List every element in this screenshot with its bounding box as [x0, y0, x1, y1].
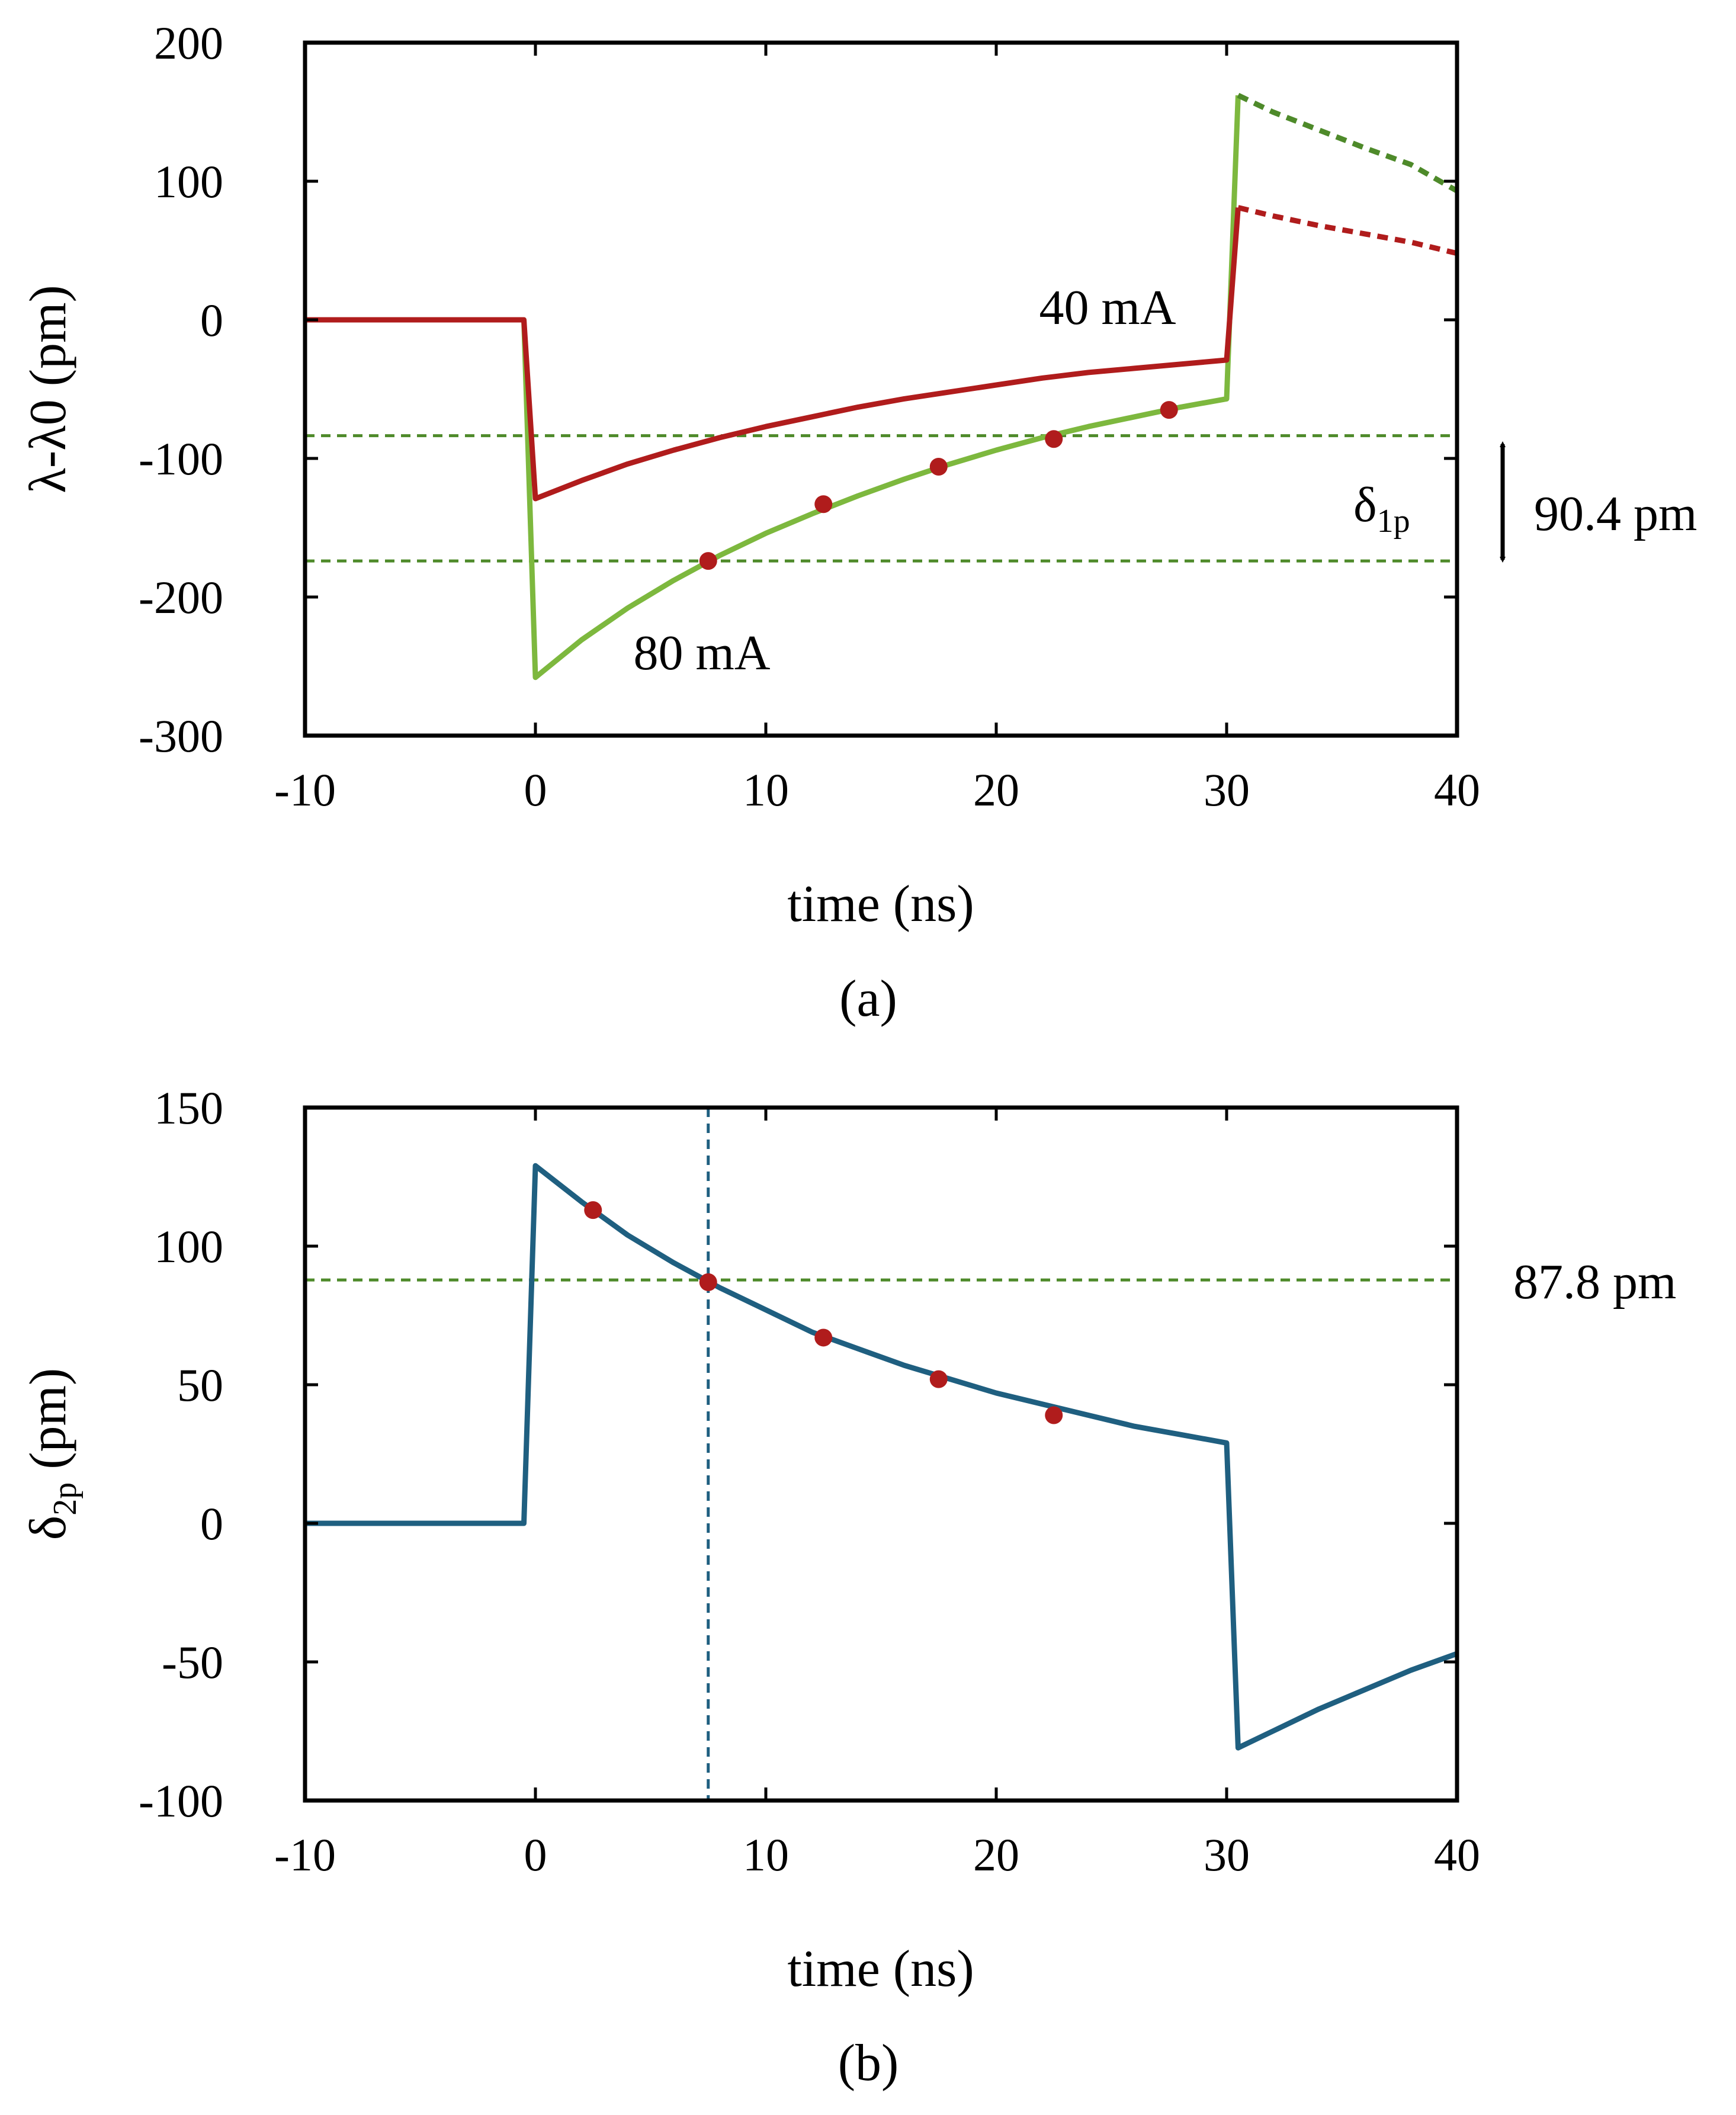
panel-a-y-tick-label: 0 — [200, 294, 223, 346]
panel-a-plot-area — [305, 92, 1459, 681]
panel-a-x-tick-label: 0 — [524, 764, 547, 816]
panel-b-data-point — [584, 1201, 602, 1219]
panel-a-y-tick-label: -300 — [139, 710, 223, 762]
panel-a-x-tick-label: -10 — [274, 764, 336, 816]
panel-b-label: (b) — [838, 2034, 899, 2092]
panel-a-x-tick-label: 30 — [1204, 764, 1250, 816]
panel-a-x-axis-title: time (ns) — [787, 875, 974, 933]
panel-b-y-tick-label: -50 — [162, 1636, 223, 1688]
panel-b-x-tick-label: -10 — [274, 1829, 336, 1880]
panel-b-axes-frame — [303, 1105, 1459, 1803]
panel-b-x-axis-title: time (ns) — [787, 1940, 974, 1998]
delta-2p-value: 87.8 pm — [1513, 1254, 1676, 1310]
panel-a-label: (a) — [839, 970, 897, 1028]
panel-a-axes-frame — [303, 40, 1459, 738]
panel-a-y-tick-label: 200 — [154, 17, 223, 69]
panel-a-y-tick-label: 100 — [154, 156, 223, 207]
panel-a-y-tick-label: -100 — [139, 433, 223, 484]
panel-b-x-tick-label: 40 — [1434, 1829, 1480, 1880]
panel-b-x-tick-label: 20 — [973, 1829, 1019, 1880]
panel-b-y-tick-label: -100 — [139, 1775, 223, 1827]
panel-a-data-point — [1160, 401, 1178, 419]
panel-b-y-tick-label: 100 — [154, 1221, 223, 1272]
panel-b-data-point — [699, 1273, 717, 1291]
label-80-ma: 80 mA — [634, 625, 771, 681]
panel-a-data-point — [814, 495, 833, 513]
panel-b-x-tick-label: 10 — [743, 1829, 789, 1880]
panel-b-data-point — [1045, 1406, 1063, 1424]
delta-1p-label: δ1p — [1353, 477, 1410, 540]
panel-a-data-point — [1045, 430, 1063, 448]
panel-b-y-tick-label: 50 — [177, 1359, 223, 1411]
panel-b-x-tick-label: 0 — [524, 1829, 547, 1880]
delta-1p-value: 90.4 pm — [1534, 486, 1697, 541]
panel-a-x-tick-label: 20 — [973, 764, 1019, 816]
panel-b-data-point — [929, 1370, 948, 1388]
panel-b-x-tick-label: 30 — [1204, 1829, 1250, 1880]
panel-b-series-line — [305, 1163, 1458, 1751]
panel-b-data-point — [814, 1328, 833, 1347]
panel-a-data-point — [699, 552, 717, 570]
panel-a-series-line — [1237, 205, 1458, 256]
panel-a-data-point — [929, 458, 948, 476]
panel-a-series-line — [305, 95, 1241, 681]
panel-b-y-axis-title: δ2p (pm) — [20, 1368, 84, 1540]
panel-b-y-tick-label: 0 — [200, 1498, 223, 1549]
panel-a-x-tick-label: 40 — [1434, 764, 1480, 816]
panel-b-y-tick-label: 150 — [154, 1082, 223, 1134]
panel-a-y-axis-title: λ-λ0 (pm) — [20, 285, 77, 493]
panel-a-series-line — [1237, 92, 1459, 194]
panel-b-plot-area — [305, 1108, 1458, 1801]
panel-a-series-line — [305, 207, 1241, 502]
panel-a-x-tick-label: 10 — [743, 764, 789, 816]
panel-a-y-tick-label: -200 — [139, 572, 223, 623]
label-40-ma: 40 mA — [1039, 280, 1176, 335]
